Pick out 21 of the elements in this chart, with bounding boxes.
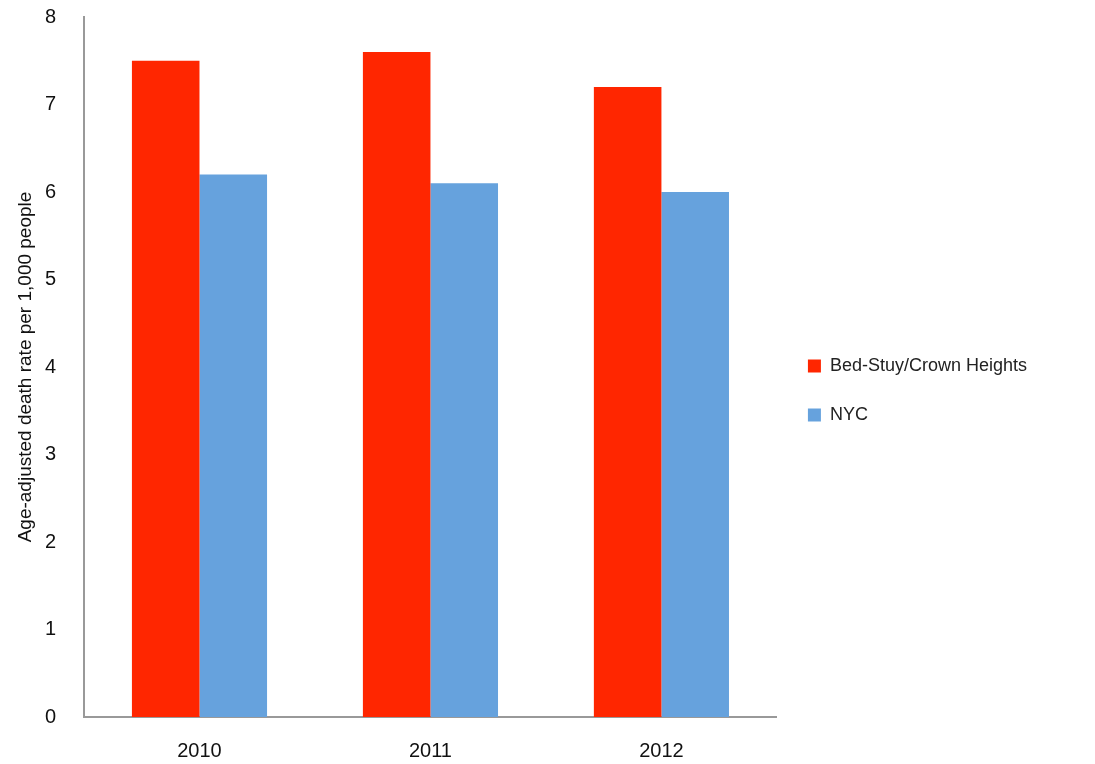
y-tick-label: 4 <box>44 354 56 377</box>
y-tick-label: 8 <box>44 4 56 27</box>
bar <box>131 60 200 717</box>
y-tick-label: 5 <box>44 267 56 290</box>
y-tick-label: 1 <box>44 617 56 640</box>
y-tick-label: 6 <box>44 179 56 202</box>
y-tick-label: 2 <box>44 529 56 552</box>
y-tick-label: 3 <box>44 442 56 465</box>
bar <box>199 174 268 717</box>
bar <box>661 192 729 717</box>
y-tick-label: 0 <box>44 704 56 727</box>
legend-label: NYC <box>829 403 868 424</box>
bar <box>362 52 431 717</box>
y-axis-title: Age-adjusted death rate per 1,000 people <box>13 191 35 543</box>
bar <box>593 87 662 717</box>
x-tick-label: 2012 <box>639 738 684 761</box>
legend-label: Bed-Stuy/Crown Heights <box>829 354 1028 375</box>
x-tick-label: 2011 <box>408 738 452 761</box>
bar <box>430 183 499 717</box>
x-tick-label: 2010 <box>177 738 222 761</box>
y-tick-label: 7 <box>44 92 56 115</box>
